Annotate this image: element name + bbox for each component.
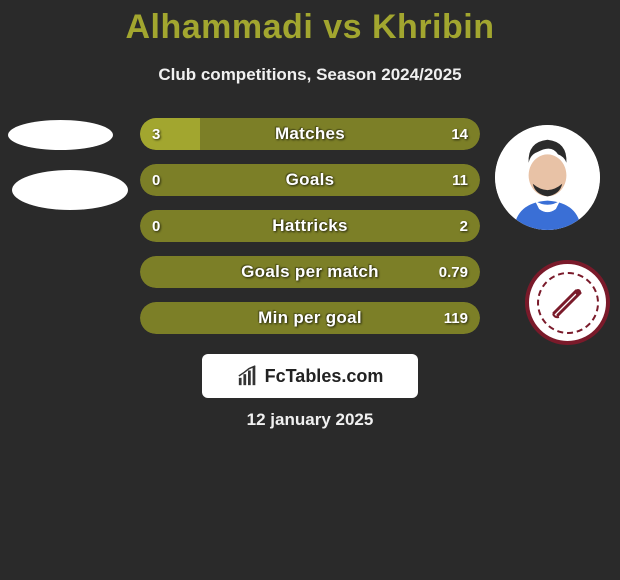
player2-club-inner (537, 272, 599, 334)
infographic-container: Alhammadi vs Khribin Club competitions, … (0, 0, 620, 580)
bar-label: Goals (140, 164, 480, 196)
player1-club-badge (12, 170, 128, 210)
date-text: 12 january 2025 (0, 410, 620, 430)
player2-avatar-svg (495, 125, 600, 230)
player1-avatar (8, 120, 113, 150)
bar-val-right: 119 (444, 302, 468, 334)
bar-val-right: 11 (452, 164, 468, 196)
bar-goals: 0 Goals 11 (140, 164, 480, 196)
bar-label: Goals per match (140, 256, 480, 288)
bar-matches: 3 Matches 14 (140, 118, 480, 150)
chart-icon (237, 365, 259, 387)
bar-val-right: 0.79 (439, 256, 468, 288)
bar-goals-per-match: Goals per match 0.79 (140, 256, 480, 288)
bar-min-per-goal: Min per goal 119 (140, 302, 480, 334)
page-title: Alhammadi vs Khribin (0, 0, 620, 47)
bar-hattricks: 0 Hattricks 2 (140, 210, 480, 242)
club-emblem-icon (548, 283, 588, 323)
title-p2: Khribin (372, 8, 494, 46)
bar-val-right: 14 (451, 118, 468, 150)
title-p1: Alhammadi (126, 8, 314, 46)
player2-club-badge (525, 260, 610, 345)
brand-text: FcTables.com (265, 366, 384, 387)
bar-label: Matches (140, 118, 480, 150)
stat-bars: 3 Matches 14 0 Goals 11 0 Hattricks 2 Go… (140, 118, 480, 348)
bar-label: Min per goal (140, 302, 480, 334)
bar-val-right: 2 (460, 210, 468, 242)
bar-label: Hattricks (140, 210, 480, 242)
title-vs: vs (323, 8, 362, 46)
player2-avatar (495, 125, 600, 230)
brand-badge: FcTables.com (202, 354, 418, 398)
subtitle: Club competitions, Season 2024/2025 (0, 65, 620, 85)
